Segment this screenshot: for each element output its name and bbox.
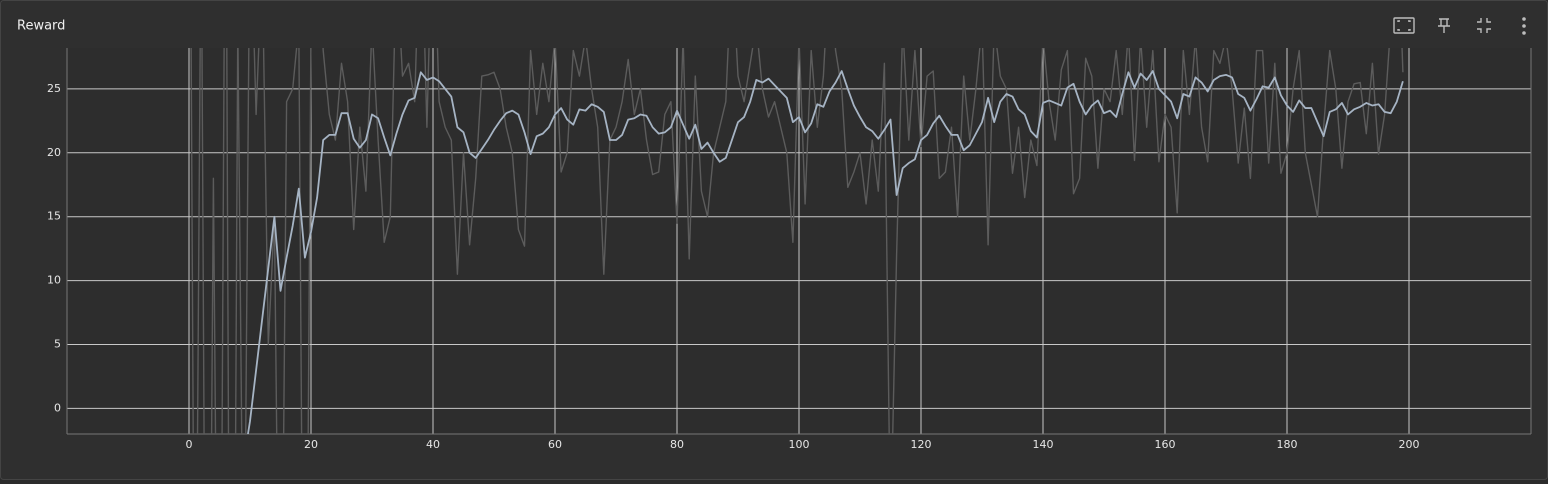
y-tick-label: 20 — [47, 146, 61, 159]
fullscreen-button[interactable] — [1477, 18, 1491, 33]
chart-title: Reward — [17, 19, 65, 34]
x-tick-label: 40 — [426, 438, 440, 451]
y-tick-label: 0 — [54, 401, 61, 414]
x-tick-label: 0 — [186, 438, 193, 451]
x-tick-label: 120 — [911, 438, 932, 451]
fit-domain-button[interactable] — [1393, 17, 1415, 34]
pin-button[interactable] — [1438, 18, 1450, 33]
x-tick-label: 100 — [789, 438, 810, 451]
series-line — [190, 48, 1404, 434]
series-line — [247, 70, 1404, 434]
more-button[interactable] — [1522, 17, 1526, 35]
x-tick-label: 200 — [1399, 438, 1420, 451]
x-tick-label: 180 — [1277, 438, 1298, 451]
y-tick-label: 5 — [54, 338, 61, 351]
x-tick-label: 140 — [1033, 438, 1054, 451]
y-tick-label: 15 — [47, 210, 61, 223]
series-group — [190, 48, 1404, 434]
x-tick-label: 160 — [1155, 438, 1176, 451]
toolbar — [1393, 17, 1526, 35]
x-tick-label: 80 — [670, 438, 684, 451]
x-tick-label: 60 — [548, 438, 562, 451]
x-tick-label: 20 — [304, 438, 318, 451]
y-tick-label: 10 — [47, 274, 61, 287]
y-tick-label: 25 — [47, 82, 61, 95]
